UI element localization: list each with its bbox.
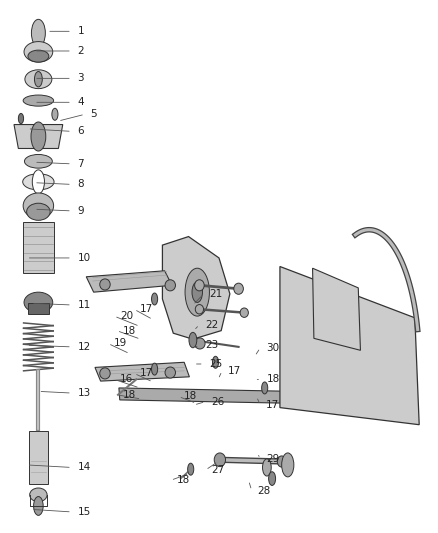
Bar [28,303,49,314]
Text: 9: 9 [78,206,84,216]
Text: 2: 2 [78,46,84,56]
Polygon shape [14,125,63,149]
Circle shape [261,382,268,394]
Ellipse shape [25,155,52,168]
Text: 4: 4 [78,98,84,107]
Circle shape [35,71,42,87]
Text: 22: 22 [205,320,218,329]
Polygon shape [280,266,419,425]
Circle shape [32,19,46,47]
Ellipse shape [100,279,110,290]
Ellipse shape [195,304,204,314]
Text: 12: 12 [78,342,91,352]
Text: 21: 21 [209,289,223,299]
Text: 8: 8 [78,180,84,189]
Text: 18: 18 [122,326,136,336]
Text: 30: 30 [266,343,279,353]
Polygon shape [119,388,294,403]
Ellipse shape [23,193,53,219]
Text: 16: 16 [120,374,133,384]
Text: 13: 13 [78,388,91,398]
Text: 27: 27 [211,465,224,475]
Circle shape [152,363,158,375]
Text: 18: 18 [122,390,136,400]
Circle shape [18,114,24,124]
Circle shape [282,453,294,477]
Ellipse shape [214,453,226,466]
Ellipse shape [100,368,110,379]
Text: 19: 19 [114,338,127,349]
Polygon shape [162,237,230,339]
Bar [29,431,47,484]
Circle shape [187,463,194,475]
Text: 17: 17 [228,366,241,376]
Ellipse shape [165,280,176,291]
Ellipse shape [30,488,47,502]
Text: 17: 17 [140,304,153,314]
Text: 3: 3 [78,74,84,83]
Circle shape [262,459,271,476]
Text: 25: 25 [209,359,223,369]
Ellipse shape [23,174,54,190]
Text: 5: 5 [91,109,97,119]
Text: 29: 29 [266,454,279,464]
Circle shape [192,282,202,302]
Text: 7: 7 [78,159,84,169]
Ellipse shape [24,292,53,313]
Text: 18: 18 [267,374,280,384]
Text: 17: 17 [266,400,279,410]
Text: 1: 1 [78,26,84,36]
Circle shape [189,333,197,348]
Text: 20: 20 [120,311,133,321]
Circle shape [212,356,219,368]
Text: 18: 18 [177,475,190,486]
Text: 18: 18 [184,392,198,401]
Ellipse shape [234,283,244,294]
Text: 11: 11 [78,300,91,310]
Ellipse shape [27,203,50,220]
Ellipse shape [165,367,176,378]
Text: 10: 10 [78,253,91,263]
Ellipse shape [23,95,53,106]
Text: 6: 6 [78,126,84,136]
Text: 23: 23 [205,340,218,350]
Circle shape [268,472,276,486]
Polygon shape [86,271,172,292]
Text: 28: 28 [257,486,271,496]
Text: 14: 14 [78,463,91,472]
Text: 26: 26 [211,397,224,407]
Text: 15: 15 [78,507,91,517]
Circle shape [32,170,45,194]
Circle shape [52,108,58,120]
Bar [23,222,54,273]
Circle shape [34,497,43,515]
Polygon shape [313,268,360,350]
Circle shape [185,268,209,316]
Polygon shape [95,362,189,381]
Ellipse shape [240,308,248,317]
Ellipse shape [28,50,49,62]
Ellipse shape [194,280,204,291]
Circle shape [152,293,158,305]
Ellipse shape [25,70,52,88]
Ellipse shape [194,338,205,349]
Ellipse shape [277,456,286,467]
Ellipse shape [24,42,53,62]
Text: 17: 17 [140,368,153,378]
Circle shape [31,122,46,151]
